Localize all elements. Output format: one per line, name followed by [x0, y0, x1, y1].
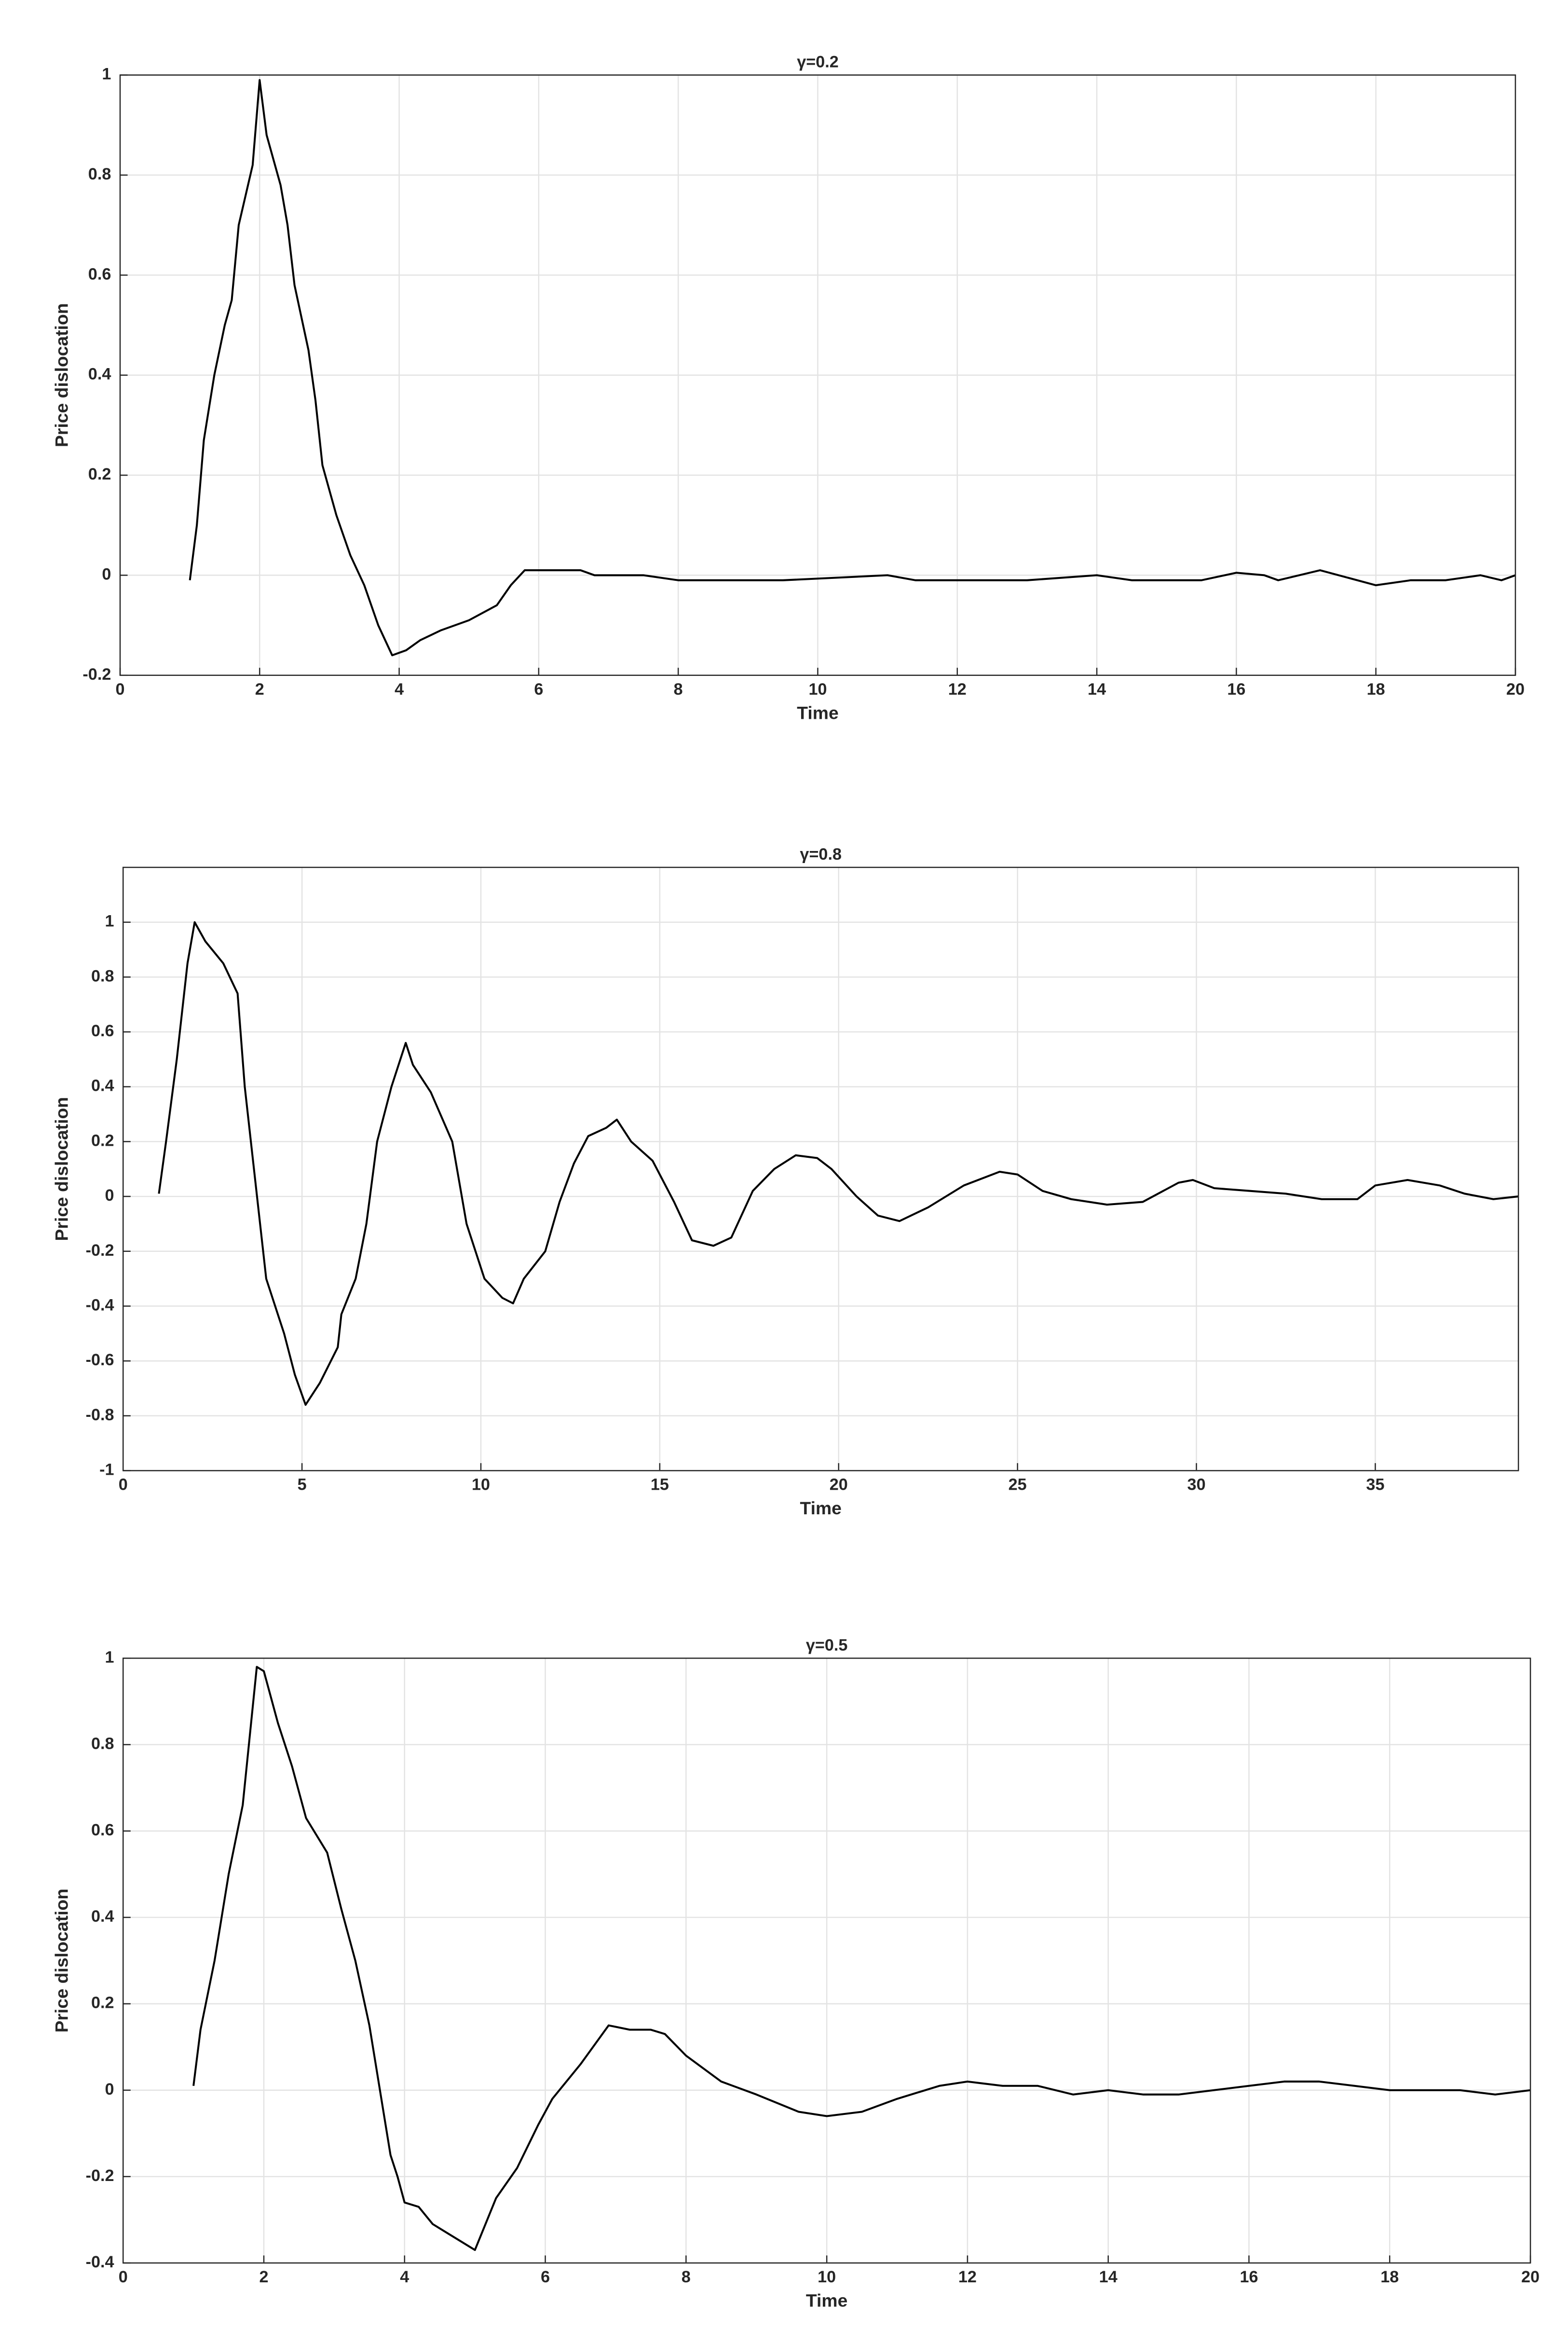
data-line	[192, 1666, 1531, 2251]
x-tick-label: 16	[1227, 680, 1245, 699]
y-tick-label: 0.2	[88, 465, 111, 483]
x-tick-label: 5	[298, 1476, 307, 1494]
x-tick-label: 18	[1380, 2268, 1399, 2286]
chart-title: γ=0.2	[797, 53, 839, 71]
x-axis-label: Time	[806, 2291, 847, 2311]
y-tick-label: -1	[99, 1460, 114, 1479]
x-tick-label: 30	[1187, 1476, 1206, 1494]
x-tick-label: 8	[674, 680, 683, 699]
y-tick-label: 0.8	[88, 165, 111, 183]
y-tick-label: 0.6	[91, 1821, 114, 1839]
y-tick-label: 0.8	[91, 1734, 114, 1753]
x-tick-label: 6	[541, 2268, 550, 2286]
x-tick-label: 14	[1088, 680, 1106, 699]
x-axis-label: Time	[797, 703, 838, 723]
y-axis-label: Price dislocation	[52, 1889, 72, 2033]
plot-area	[123, 867, 1519, 1471]
axes-frame	[123, 1658, 1531, 2264]
y-tick-label: 1	[102, 65, 111, 83]
y-tick-label: -0.4	[86, 1296, 114, 1314]
y-tick-label: -0.2	[86, 1241, 114, 1260]
x-tick-label: 20	[1506, 680, 1525, 699]
y-tick-label: 0.6	[88, 265, 111, 283]
x-tick-label: 10	[818, 2268, 836, 2286]
x-tick-label: 35	[1366, 1476, 1384, 1494]
y-tick-label: -0.8	[86, 1406, 114, 1424]
data-line	[189, 79, 1516, 657]
y-tick-label: 1	[105, 912, 114, 931]
x-tick-label: 18	[1367, 680, 1385, 699]
y-tick-label: 0	[105, 2080, 114, 2099]
y-tick-label: 1	[105, 1648, 114, 1666]
data-line	[158, 921, 1519, 1406]
axes-frame	[123, 866, 1519, 1471]
x-tick-label: 2	[255, 680, 264, 699]
x-axis-label: Time	[800, 1498, 842, 1518]
x-tick-label: 16	[1240, 2268, 1258, 2286]
x-tick-label: 20	[830, 1476, 848, 1494]
y-tick-label: 0	[102, 565, 111, 583]
y-tick-label: -0.2	[86, 2167, 114, 2185]
x-tick-label: 25	[1009, 1476, 1027, 1494]
chart-title: γ=0.5	[806, 1636, 848, 1654]
x-tick-label: 0	[116, 680, 125, 699]
y-tick-label: -0.4	[86, 2253, 114, 2271]
y-axis-label: Price dislocation	[52, 1097, 72, 1241]
axes-frame	[119, 74, 1516, 676]
x-tick-label: 2	[259, 2268, 269, 2286]
x-tick-label: 10	[472, 1476, 490, 1494]
y-tick-label: 0.8	[91, 967, 114, 985]
x-tick-label: 8	[682, 2268, 691, 2286]
x-tick-label: 12	[958, 2268, 977, 2286]
x-tick-label: 4	[395, 680, 404, 699]
x-tick-label: 12	[948, 680, 967, 699]
y-tick-label: 0.4	[88, 365, 111, 384]
x-tick-label: 15	[651, 1476, 669, 1494]
x-tick-label: 20	[1521, 2268, 1540, 2286]
x-tick-label: 14	[1099, 2268, 1118, 2286]
x-tick-label: 0	[119, 2268, 128, 2286]
x-tick-label: 10	[808, 680, 827, 699]
y-tick-label: 0.4	[91, 1907, 114, 1926]
x-tick-label: 4	[400, 2268, 409, 2286]
y-tick-label: -0.2	[82, 665, 111, 684]
x-tick-label: 6	[534, 680, 543, 699]
chart-title: γ=0.8	[800, 845, 842, 864]
x-tick-label: 0	[119, 1476, 128, 1494]
y-axis-label: Price dislocation	[52, 303, 72, 447]
y-tick-label: 0.2	[91, 1994, 114, 2012]
y-tick-label: -0.6	[86, 1351, 114, 1369]
y-tick-label: 0	[105, 1186, 114, 1205]
y-tick-label: 0.4	[91, 1077, 114, 1095]
y-tick-label: 0.2	[91, 1131, 114, 1150]
y-tick-label: 0.6	[91, 1022, 114, 1040]
